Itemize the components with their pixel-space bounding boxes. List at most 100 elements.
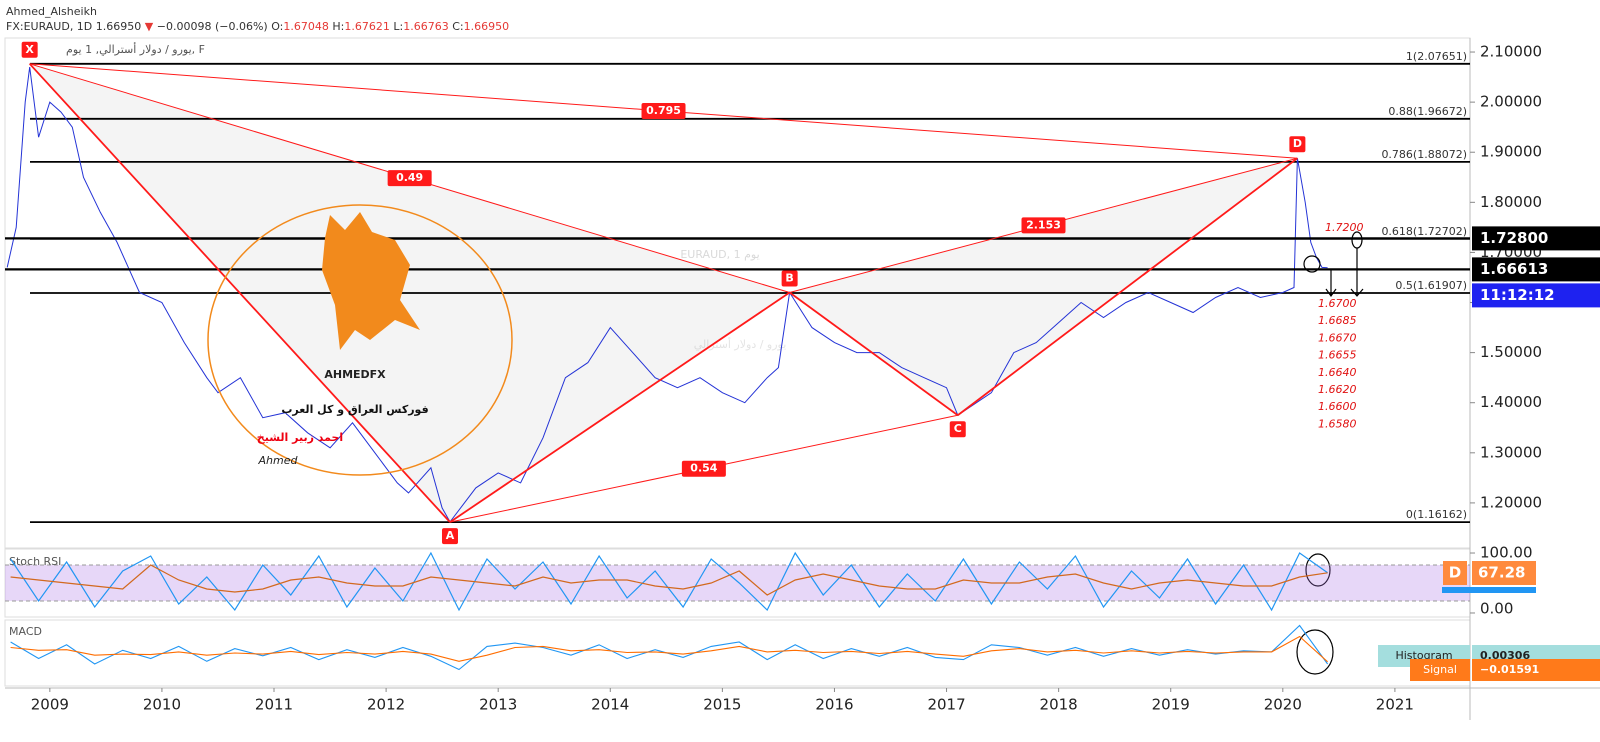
close-value: 1.66950 [464,20,510,33]
series-line [10,564,1328,596]
circle-mark [1303,255,1321,273]
pattern-point-label: C [954,422,962,435]
circle-mark [1305,553,1331,587]
arrow [1325,270,1337,298]
macd-badge-name: Signal [1423,663,1457,676]
ratio-badge [1021,217,1066,234]
pattern-point [21,41,38,58]
pattern-point [949,421,966,438]
arrow [1350,248,1364,297]
ratio-label: 0.795 [646,104,681,117]
x-tick-label: 2017 [927,696,965,714]
ratio-badge [387,170,432,187]
countdown: 11:12:12 [1480,286,1555,304]
circle-mark [1351,231,1363,249]
close-label: C: [452,20,463,33]
stoch-badge-name: D [1449,564,1461,582]
series-line [6,67,1328,523]
macd-badge-value: −0.01591 [1480,663,1539,676]
y-tick-label: 1.80000 [1480,193,1542,211]
pattern-fill [789,158,1298,416]
pattern-point-label: D [1293,137,1302,150]
change-arrow: ▼ [145,20,154,33]
target-level: 1.6655 [1318,349,1357,362]
target-level: 1.6670 [1318,331,1357,344]
stoch-strip [1442,587,1536,593]
fib-label: 0.618(1.72702) [1381,225,1467,238]
fib-label: 0.88(1.96672) [1388,105,1467,118]
pattern-point-label: B [785,271,793,284]
plot-layer: 1(2.07651) 0.88(1.96672) 0.786(1.88072) 0.6… [5,41,1470,545]
pattern-point [781,270,798,287]
macd-badge-value: 0.00306 [1480,649,1530,662]
ratio-label: 2.153 [1026,218,1061,231]
x-tick-label: 2013 [479,696,517,714]
series-legend: يورو / دولار أسترالي, 1 يوم, F [66,42,205,56]
ratio-label: 0.49 [396,171,423,184]
last-price: 1.66950 [96,20,142,33]
pane-title: MACD [9,625,42,638]
y-tick-label: 1.30000 [1480,443,1542,461]
x-tick-label: 2019 [1152,696,1190,714]
y-tick-label: 1.90000 [1480,143,1542,161]
pattern-point [1289,136,1306,153]
watermark-symbol: EURAUD, 1 يوم [680,248,759,261]
series-line [10,624,1329,671]
x-tick-label: 2011 [255,696,293,714]
pattern-leg [957,157,1298,416]
target-level: 1.7200 [1325,221,1364,234]
annotations [1296,231,1364,675]
stoch-badge [1472,561,1536,585]
macd-badge-name: Histogram [1395,649,1452,662]
open-value: 1.67048 [283,20,329,33]
fib-label: 0(1.16162) [1406,508,1467,521]
watermark-description: يورو / دولار أسترالي [694,337,787,351]
circle-mark [1296,629,1334,675]
target-level: 1.6600 [1318,400,1357,413]
symbol: FX:EURAUD, 1D [6,20,92,33]
fib-label: 0.5(1.61907) [1395,279,1467,292]
logo-signature: Ahmed [258,454,299,467]
low-value: 1.66763 [403,20,449,33]
pattern-leg [28,63,451,523]
y-tick-label: 2.10000 [1480,43,1542,61]
logo-ring [207,204,513,476]
target-level: 1.6640 [1318,366,1357,379]
symbol-line: FX:EURAUD, 1D 1.66950 ▼ −0.00098 (−0.06%… [6,20,509,33]
ratio-badge [681,460,726,477]
logo-brand: AHMEDFX [324,368,386,381]
pattern-point-label: A [446,529,455,542]
stoch-band [5,565,1470,601]
target-level: 1.6620 [1318,383,1357,396]
x-tick-label: 2009 [31,696,69,714]
pattern-leg [449,291,791,523]
price-badge-label: 1.72800 [1480,229,1548,247]
price-badge [1472,257,1600,282]
x-tick-label: 2018 [1040,696,1078,714]
target-level: 1.6580 [1318,417,1357,430]
y-tick-label: 1.50000 [1480,343,1542,361]
price-badge [1472,226,1600,251]
series-line [10,551,1328,612]
y-tick-label: 100.00 [1480,544,1533,562]
x-tick-label: 2015 [703,696,741,714]
fib-label: 1(2.07651) [1406,50,1467,63]
pattern-leg [789,291,959,416]
change: −0.00098 (−0.06%) [157,20,268,33]
open-label: O: [271,20,283,33]
y-tick-label: 2.00000 [1480,93,1542,111]
x-tick-label: 2020 [1264,696,1302,714]
target-level: 1.6700 [1318,297,1357,310]
low-label: L: [393,20,403,33]
bull-icon [322,212,420,350]
logo-name: احمد زبير الشيخ [257,431,343,444]
y-tick-label: 1.20000 [1480,493,1542,511]
x-tick-label: 2021 [1376,696,1414,714]
y-tick-label: 1.40000 [1480,393,1542,411]
stoch-badge-value: 67.28 [1478,564,1525,582]
macd-badge [1472,659,1600,681]
pattern-point-label: X [25,43,34,56]
